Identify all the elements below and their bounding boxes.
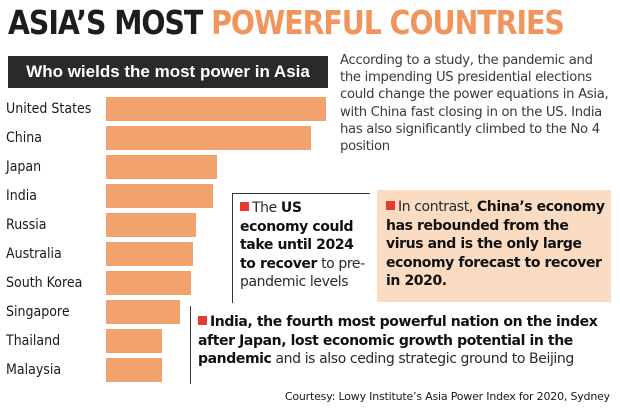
- country-bar: [106, 271, 192, 295]
- country-label: Singapore: [6, 304, 70, 320]
- country-label: Malaysia: [6, 362, 62, 378]
- source-credit: Courtesy: Lowy Institute’s Asia Power In…: [284, 390, 610, 403]
- country-label: India: [6, 188, 37, 204]
- country-label: Japan: [6, 159, 42, 175]
- title-part1: ASIA’S MOST: [8, 3, 203, 42]
- us-note: The US economy could take until 2024 to …: [240, 200, 365, 290]
- china-note-box: [377, 190, 611, 302]
- country-bar: [106, 213, 197, 237]
- country-bar: [106, 300, 180, 324]
- country-label: United States: [6, 101, 92, 117]
- country-bar: [106, 358, 162, 382]
- india-note-box: [190, 306, 610, 384]
- country-bar: [106, 184, 214, 208]
- chart-subtitle: Who wields the most power in Asia: [8, 56, 328, 88]
- title-part2: POWERFUL COUNTRIES: [211, 3, 565, 42]
- china-note: In contrast, China’s economy has rebound…: [386, 199, 605, 289]
- country-label: China: [6, 130, 42, 146]
- intro-text: According to a study, the pandemic and t…: [340, 53, 609, 155]
- page-title: ASIA’S MOST POWERFUL COUNTRIES: [8, 2, 565, 44]
- country-label: Thailand: [6, 333, 61, 349]
- country-bar: [106, 329, 163, 353]
- country-label: Russia: [6, 217, 47, 233]
- bullet-square-icon: [240, 202, 249, 211]
- country-bar: [106, 126, 312, 150]
- country-bar: [106, 97, 326, 121]
- country-bar: [106, 242, 194, 266]
- bullet-square-icon: [198, 316, 207, 325]
- bullet-square-icon: [386, 201, 395, 210]
- country-label: South Korea: [6, 275, 83, 291]
- india-note: India, the fourth most powerful nation o…: [198, 314, 598, 367]
- country-label: Australia: [6, 246, 62, 262]
- country-bar: [106, 155, 217, 179]
- us-note-box: [232, 193, 370, 303]
